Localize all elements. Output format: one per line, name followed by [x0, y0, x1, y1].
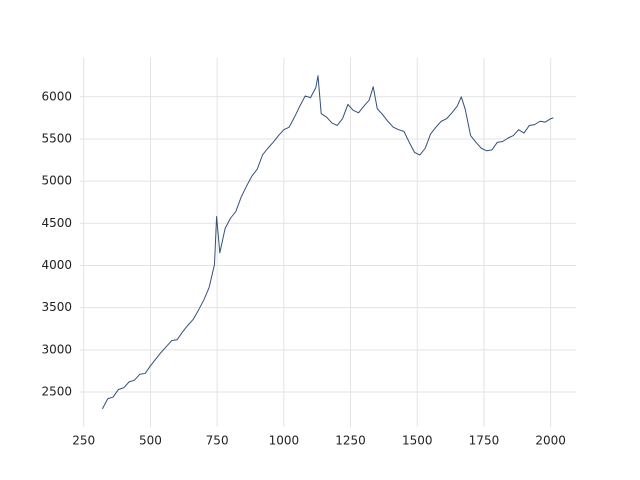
x-tick-label: 1750 — [469, 434, 500, 448]
y-tick-label: 2500 — [41, 384, 72, 398]
x-tick-label: 1250 — [335, 434, 366, 448]
y-tick-label: 3500 — [41, 300, 72, 314]
x-tick-label: 250 — [72, 434, 95, 448]
x-tick-label: 1000 — [269, 434, 300, 448]
y-tick-label: 4000 — [41, 258, 72, 272]
y-tick-label: 5500 — [41, 131, 72, 145]
x-tick-label: 2000 — [535, 434, 566, 448]
y-tick-label: 6000 — [41, 89, 72, 103]
y-tick-label: 4500 — [41, 216, 72, 230]
data-line — [101, 75, 554, 410]
y-tick-label: 3000 — [41, 342, 72, 356]
x-tick-label: 1500 — [402, 434, 433, 448]
y-tick-label: 5000 — [41, 174, 72, 188]
x-tick-label: 500 — [139, 434, 162, 448]
x-tick-label: 750 — [206, 434, 229, 448]
